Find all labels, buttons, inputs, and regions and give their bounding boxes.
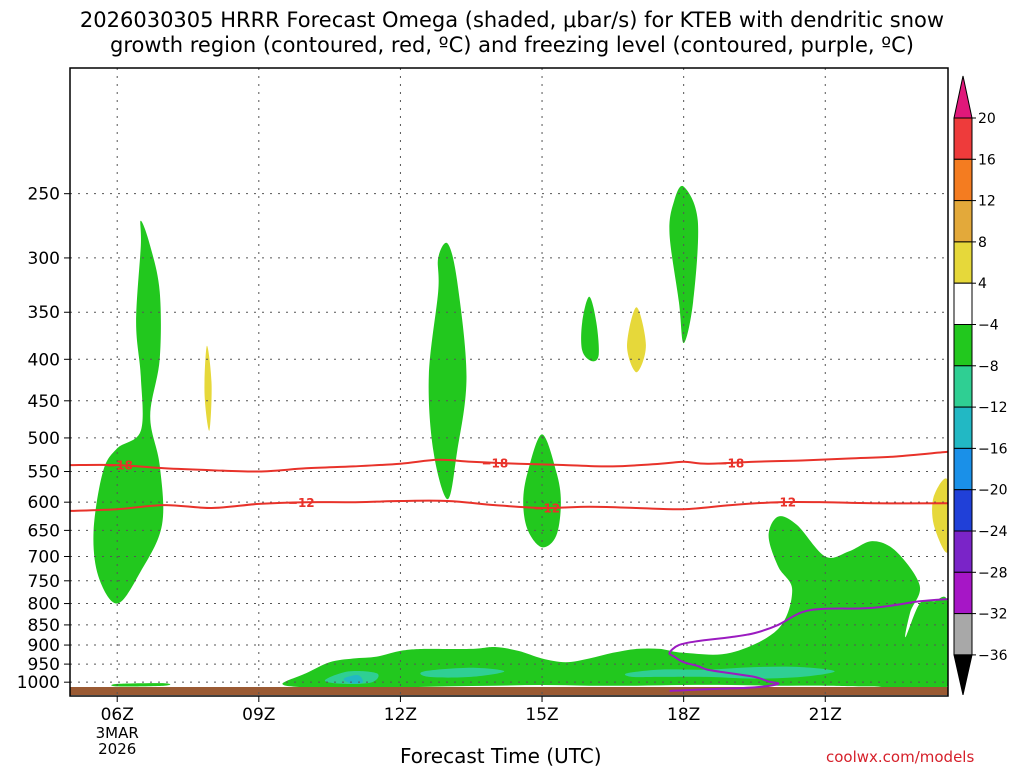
ytick-label-400: 400 xyxy=(28,350,60,370)
colorbar-swatch-1 xyxy=(953,158,973,202)
colorbar-swatch-6 xyxy=(953,365,973,408)
colorbar-label-8: −16 xyxy=(978,441,1008,457)
omega-region-12 xyxy=(932,478,948,553)
omega-region-6 xyxy=(669,185,699,344)
ytick-label-250: 250 xyxy=(28,185,60,205)
ytick-label-600: 600 xyxy=(28,493,60,513)
ytick-label-500: 500 xyxy=(28,429,60,449)
omega-region-4 xyxy=(581,296,599,362)
omega-region-1 xyxy=(204,345,212,431)
colorbar-label-1: 16 xyxy=(978,152,996,168)
contour-label-1-2: −12 xyxy=(769,496,796,510)
chart-title-line1: 2026030305 HRRR Forecast Omega (shaded, … xyxy=(79,8,945,32)
colorbar-label-9: −20 xyxy=(978,483,1008,499)
colorbar-swatch-5 xyxy=(953,324,973,367)
contour-label-1-0: −12 xyxy=(288,496,315,510)
colorbar-top-arrow xyxy=(953,75,973,119)
colorbar-label-0: 20 xyxy=(978,111,996,127)
freezing-level-contour xyxy=(668,598,948,692)
colorbar-swatch-11 xyxy=(953,571,973,615)
ytick-label-950: 950 xyxy=(28,655,60,675)
ytick-label-750: 750 xyxy=(28,572,60,592)
colorbar-label-12: −32 xyxy=(978,607,1008,623)
ytick-label-350: 350 xyxy=(28,303,60,323)
ytick-label-900: 900 xyxy=(28,636,60,656)
ytick-label-450: 450 xyxy=(28,392,60,412)
xtick-label-18Z: 18Z xyxy=(667,705,700,725)
colorbar-label-7: −12 xyxy=(978,400,1008,416)
colorbar-label-6: −8 xyxy=(978,359,999,375)
colorbar-label-3: 8 xyxy=(978,235,987,251)
xtick-label-09Z: 09Z xyxy=(242,705,275,725)
colorbar-swatch-3 xyxy=(953,241,973,284)
colorbar-label-4: 4 xyxy=(978,276,987,292)
omega-region-13 xyxy=(111,683,171,687)
x-axis-label: Forecast Time (UTC) xyxy=(400,744,602,768)
omega-region-0 xyxy=(93,220,164,604)
colorbar-bottom-arrow xyxy=(953,654,973,696)
colorbar-swatch-8 xyxy=(953,447,973,491)
ytick-label-800: 800 xyxy=(28,595,60,615)
ground-band xyxy=(70,687,948,695)
ytick-label-550: 550 xyxy=(28,463,60,483)
ytick-label-850: 850 xyxy=(28,616,60,636)
colorbar-swatch-4 xyxy=(953,282,973,326)
ytick-label-300: 300 xyxy=(28,249,60,269)
chart-title: 2026030305 HRRR Forecast Omega (shaded, … xyxy=(0,8,1024,58)
credit-link[interactable]: coolwx.com/models xyxy=(826,748,975,766)
xtick-label-15Z: 15Z xyxy=(525,705,558,725)
colorbar-swatch-2 xyxy=(953,200,973,243)
chart-title-line2: growth region (contoured, red, ºC) and f… xyxy=(110,33,914,57)
xtick-sublabel-0: 3MAR xyxy=(96,724,139,742)
ytick-label-1000: 1000 xyxy=(17,673,60,693)
plot-frame xyxy=(69,67,949,697)
ytick-label-650: 650 xyxy=(28,521,60,541)
xtick-label-12Z: 12Z xyxy=(384,705,417,725)
xtick-sublabel-1: 2026 xyxy=(98,740,136,758)
omega-region-9 xyxy=(343,675,363,684)
colorbar-swatch-10 xyxy=(953,530,973,573)
omega-region-5 xyxy=(627,307,646,373)
colorbar-label-2: 12 xyxy=(978,194,996,210)
dendritic-contour-1 xyxy=(70,499,948,512)
colorbar-swatch-0 xyxy=(953,117,973,160)
colorbar-swatch-12 xyxy=(953,613,973,656)
omega-region-10 xyxy=(420,667,505,678)
contour-label-0-0: −18 xyxy=(106,459,133,473)
xtick-label-21Z: 21Z xyxy=(809,705,842,725)
contour-label-0-1: −18 xyxy=(481,456,508,470)
ytick-label-700: 700 xyxy=(28,547,60,567)
colorbar-swatch-9 xyxy=(953,489,973,532)
omega-region-7 xyxy=(282,516,948,692)
colorbar-label-10: −24 xyxy=(978,524,1008,540)
omega-region-3 xyxy=(523,434,561,548)
omega-region-2 xyxy=(428,242,467,500)
colorbar-label-13: −36 xyxy=(978,648,1008,664)
colorbar-swatch-7 xyxy=(953,406,973,449)
dendritic-contour-0 xyxy=(70,450,948,473)
contour-label-1-1: −12 xyxy=(533,501,560,515)
colorbar-label-5: −4 xyxy=(978,318,999,334)
colorbar-label-11: −28 xyxy=(978,565,1008,581)
xtick-label-06Z: 06Z xyxy=(101,705,134,725)
contour-label-0-2: −18 xyxy=(717,456,744,470)
